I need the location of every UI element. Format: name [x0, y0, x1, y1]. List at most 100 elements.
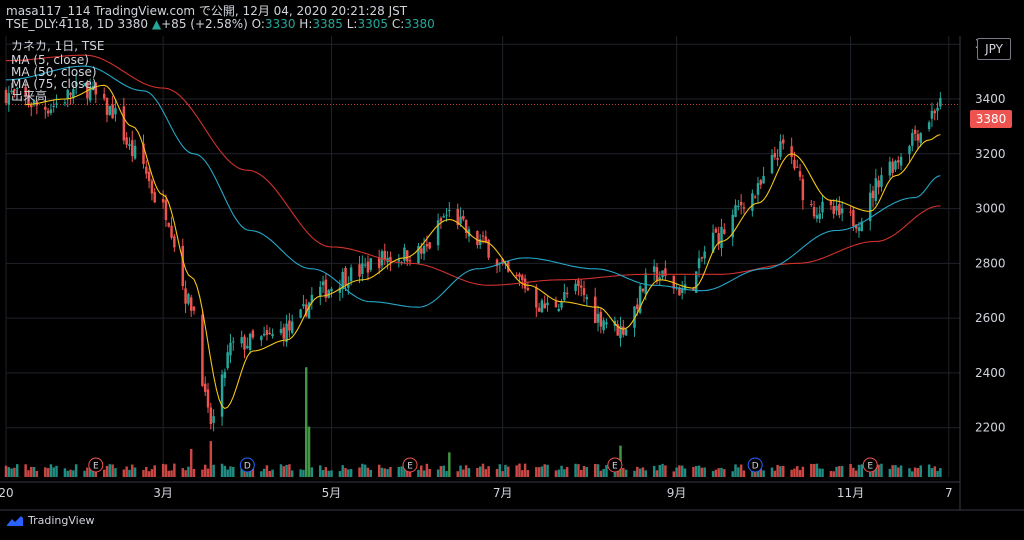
- candle: [358, 255, 361, 284]
- candle: [711, 224, 715, 253]
- volume-bar: [579, 469, 583, 477]
- event-marker-d[interactable]: D: [747, 457, 763, 473]
- candle: [46, 107, 50, 117]
- candle: [203, 376, 207, 397]
- volume-bar: [770, 467, 774, 477]
- change-value: +85 (+2.58%): [161, 17, 248, 31]
- candle: [105, 97, 109, 123]
- candle: [933, 108, 936, 121]
- candle-body: [523, 278, 527, 289]
- candle: [24, 81, 27, 106]
- candle-body: [518, 273, 521, 278]
- candle-body: [585, 297, 589, 300]
- volume-bar: [131, 464, 134, 477]
- event-marker-e[interactable]: E: [607, 457, 623, 473]
- volume-bar: [678, 465, 681, 477]
- candle: [860, 217, 864, 232]
- low-value: 3305: [357, 17, 389, 31]
- candle-body: [498, 262, 502, 264]
- candle-body: [521, 275, 524, 281]
- volume-bar: [523, 463, 527, 477]
- legend-ma75[interactable]: MA (75, close): [11, 77, 97, 91]
- candle-body: [88, 87, 92, 101]
- candle-body: [565, 292, 569, 294]
- candle: [268, 327, 271, 335]
- event-marker-e[interactable]: E: [402, 457, 418, 473]
- candle: [459, 207, 462, 227]
- volume-bar: [894, 465, 897, 477]
- volume-bar: [246, 468, 249, 477]
- candle: [366, 255, 370, 281]
- candle: [487, 238, 490, 260]
- candle: [930, 102, 934, 128]
- volume-bar: [369, 469, 372, 477]
- candle: [546, 296, 549, 312]
- x-tick-2020-11-02: 11月: [837, 486, 864, 500]
- volume-bar: [664, 465, 667, 477]
- candle-body: [849, 211, 852, 213]
- volume-bar: [521, 470, 524, 477]
- volume-bar: [498, 464, 502, 477]
- candle: [714, 226, 718, 233]
- currency-button[interactable]: JPY: [977, 38, 1011, 60]
- brand[interactable]: TradingView: [6, 514, 94, 527]
- candle: [776, 148, 779, 167]
- volume-bar: [4, 465, 8, 477]
- x-tick-2020-05-01: 5月: [322, 486, 342, 500]
- candle: [605, 318, 608, 329]
- candle: [751, 189, 754, 217]
- candle-body: [801, 179, 805, 201]
- candle: [369, 257, 372, 273]
- volume-bar: [88, 468, 92, 477]
- volume-bar: [840, 465, 844, 477]
- candle: [246, 337, 249, 350]
- candle-body: [358, 264, 361, 277]
- volume-bar: [133, 467, 137, 477]
- legend-ma5[interactable]: MA (5, close): [11, 53, 89, 67]
- candle-body: [46, 110, 50, 114]
- legend-volume[interactable]: 出来高: [11, 89, 48, 103]
- event-marker-e[interactable]: E: [88, 457, 104, 473]
- volume-bar: [456, 471, 459, 477]
- open-value: 3330: [264, 17, 296, 31]
- candle: [717, 226, 720, 251]
- candle-body: [24, 86, 27, 97]
- candle: [543, 295, 546, 309]
- candle-body: [543, 303, 546, 309]
- change-up-icon: ▲: [151, 17, 162, 31]
- candle-body: [133, 145, 137, 159]
- candle-body: [251, 330, 255, 338]
- candle: [260, 335, 263, 347]
- candle: [338, 279, 342, 302]
- candle: [700, 256, 704, 262]
- candle: [652, 259, 656, 281]
- event-marker-e[interactable]: E: [862, 457, 878, 473]
- candle-body: [327, 290, 330, 298]
- low-label: L:: [346, 17, 358, 31]
- event-circle: [607, 457, 623, 473]
- volume-bar: [537, 467, 541, 477]
- candle: [442, 213, 445, 218]
- volume-bar: [285, 464, 288, 477]
- candle-body: [246, 345, 249, 349]
- volume-bar: [417, 469, 420, 477]
- candle: [173, 233, 176, 252]
- candle-body: [128, 144, 131, 147]
- candle: [641, 288, 645, 293]
- event-marker-d[interactable]: D: [239, 457, 255, 473]
- volume-bar: [145, 466, 148, 477]
- candle-body: [535, 287, 538, 308]
- candle: [448, 201, 451, 218]
- candle-body: [636, 304, 639, 310]
- candle: [377, 249, 381, 275]
- volume-bar: [672, 471, 676, 477]
- candle-body: [911, 133, 914, 146]
- legend-title[interactable]: カネカ, 1日, TSE: [11, 39, 105, 53]
- candle-body: [731, 214, 734, 238]
- volume-bar: [700, 467, 704, 477]
- legend-ma50[interactable]: MA (50, close): [11, 65, 97, 79]
- volume-bar: [226, 469, 229, 477]
